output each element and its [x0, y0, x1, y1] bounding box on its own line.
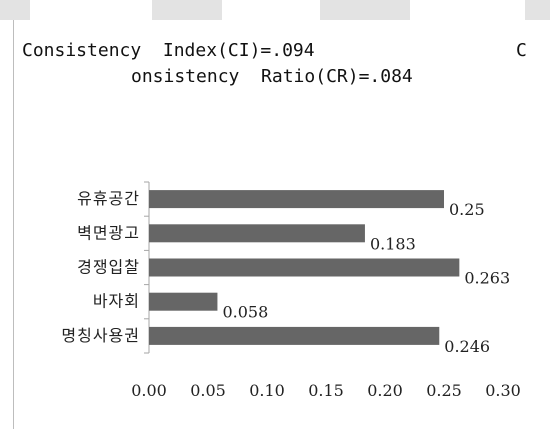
data-label: 0.246 — [444, 337, 490, 356]
x-tick-label: 0.10 — [249, 381, 285, 400]
data-label: 0.183 — [370, 234, 416, 253]
category-label: 바자회 — [93, 292, 140, 311]
x-tick-label: 0.15 — [308, 381, 344, 400]
bar — [149, 258, 460, 277]
consistency-wrap-char: C — [516, 40, 527, 61]
category-label: 명칭사용권 — [61, 326, 140, 345]
top-band-segment — [320, 0, 410, 20]
top-band-segment — [525, 0, 550, 20]
figure-frame — [13, 20, 550, 429]
category-label: 벽면광고 — [77, 223, 140, 242]
top-band-segment — [0, 0, 30, 20]
consistency-ratio-text: onsistency Ratio(CR)=.084 — [131, 66, 413, 87]
top-band — [0, 0, 550, 20]
data-label: 0.263 — [464, 269, 510, 288]
x-tick-label: 0.30 — [485, 381, 521, 400]
top-band-segment — [152, 0, 222, 20]
bar — [149, 190, 444, 209]
x-tick-label: 0.20 — [367, 381, 403, 400]
x-tick-label: 0.05 — [190, 381, 226, 400]
data-label: 0.25 — [449, 200, 485, 219]
x-tick-label: 0.25 — [426, 381, 462, 400]
bar — [149, 326, 440, 345]
consistency-index-text: Consistency Index(CI)=.094 — [22, 40, 315, 61]
data-label: 0.058 — [222, 303, 268, 322]
bar — [149, 292, 218, 311]
x-tick-label: 0.00 — [131, 381, 167, 400]
category-label: 경쟁입찰 — [77, 258, 140, 277]
category-label: 유휴공간 — [77, 189, 140, 208]
bar — [149, 224, 365, 243]
